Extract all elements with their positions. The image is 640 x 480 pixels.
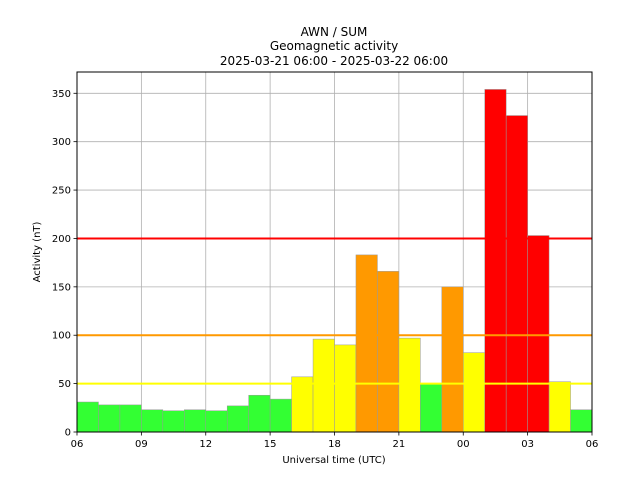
y-axis-ticks: 0 50 100 150 200 250 300 350	[52, 89, 77, 439]
y-tick-label: 300	[52, 137, 71, 148]
x-tick-label: 00	[457, 439, 470, 450]
threshold-lines	[77, 237, 592, 385]
bar-19	[355, 254, 378, 433]
y-tick-label: 250	[52, 186, 71, 197]
bar-08	[119, 404, 142, 433]
bar-11	[184, 409, 207, 433]
y-tick-label: 0	[65, 428, 71, 439]
chart-subtitle: Geomagnetic activity	[270, 39, 398, 53]
bars	[76, 89, 593, 433]
bar-16	[291, 376, 314, 433]
y-tick-label: 150	[52, 282, 71, 293]
x-axis-label: Universal time (UTC)	[282, 455, 385, 466]
x-tick-label: 21	[393, 439, 406, 450]
y-tick-label: 50	[58, 379, 71, 390]
x-tick-label: 15	[264, 439, 277, 450]
bar-17	[312, 338, 335, 433]
x-tick-label: 18	[328, 439, 341, 450]
bar-07	[98, 404, 121, 433]
bar-22	[420, 383, 443, 433]
x-tick-label: 06	[71, 439, 84, 450]
bar-23	[441, 286, 464, 433]
bar-09	[141, 409, 164, 433]
x-axis-ticks: 06 09 12 15 18 21 00 03 06	[71, 432, 599, 450]
y-tick-label: 200	[52, 234, 71, 245]
chart-title: AWN / SUM	[301, 25, 368, 39]
y-tick-label: 100	[52, 331, 71, 342]
x-tick-label: 03	[521, 439, 534, 450]
bar-06	[76, 401, 99, 433]
chart-date-range: 2025-03-21 06:00 - 2025-03-22 06:00	[220, 54, 448, 68]
bar-12	[205, 410, 228, 433]
bar-03	[527, 235, 550, 433]
x-tick-label: 09	[135, 439, 148, 450]
bar-14	[248, 394, 271, 433]
bar-00	[463, 352, 485, 433]
bar-01	[484, 89, 507, 433]
bar-04	[548, 381, 571, 433]
y-tick-label: 350	[52, 89, 71, 100]
bar-21	[398, 337, 421, 433]
x-tick-label: 12	[199, 439, 212, 450]
bar-10	[162, 410, 185, 433]
y-axis-label: Activity (nT)	[32, 221, 43, 282]
bar-05	[570, 409, 593, 433]
x-tick-label: 06	[586, 439, 599, 450]
bar-18	[334, 344, 357, 433]
bar-13	[226, 405, 249, 433]
bar-15	[269, 398, 292, 433]
bar-20	[377, 271, 400, 433]
